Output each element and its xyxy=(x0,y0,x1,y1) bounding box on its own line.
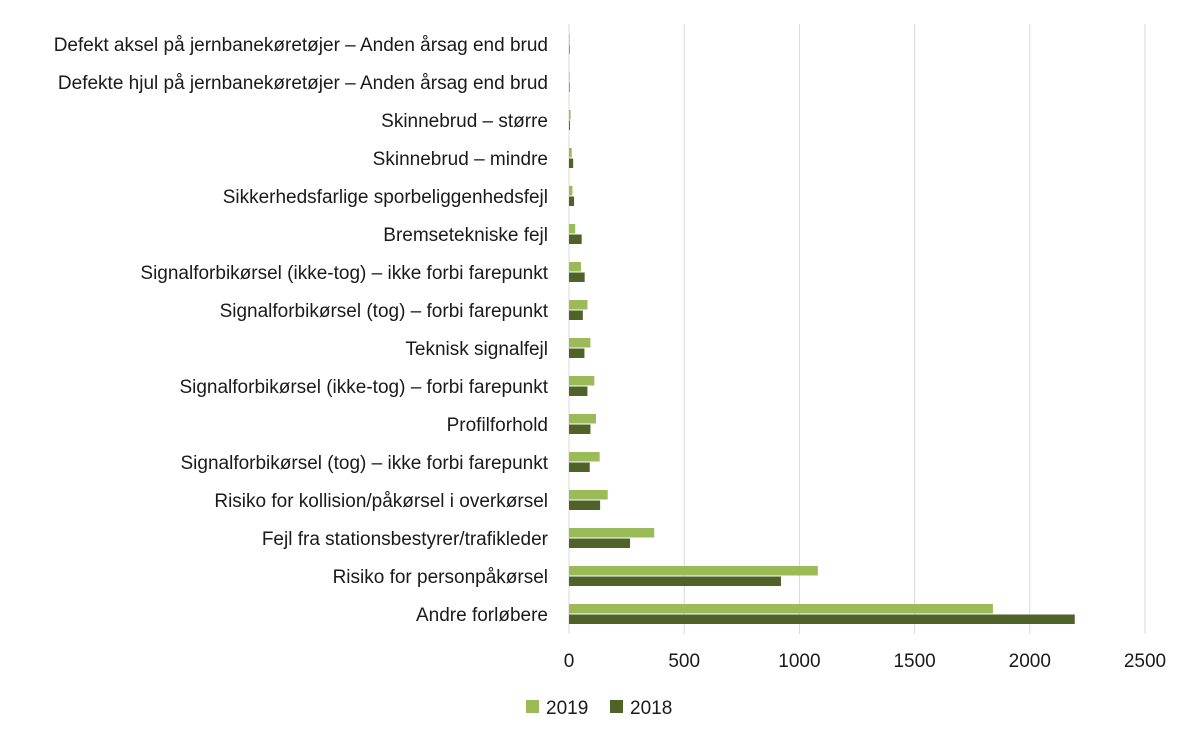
bar-2019 xyxy=(569,528,655,538)
category-label: Signalforbikørsel (ikke-tog) – forbi far… xyxy=(179,377,548,398)
bar-2019 xyxy=(569,34,570,44)
category-labels: Defekt aksel på jernbanekøretøjer – Ande… xyxy=(54,35,549,626)
category-label: Teknisk signalfejl xyxy=(405,339,548,360)
category-label: Bremsetekniske fejl xyxy=(383,225,548,246)
legend-swatch-2018 xyxy=(610,700,623,713)
legend-label-2018: 2018 xyxy=(630,698,672,719)
bar-2019 xyxy=(569,414,596,424)
bar-2018 xyxy=(569,576,781,586)
bar-2019 xyxy=(569,224,576,234)
bar-2019 xyxy=(569,300,588,310)
category-label: Signalforbikørsel (tog) – forbi farepunk… xyxy=(220,301,549,322)
bar-2019 xyxy=(569,604,993,614)
category-label: Fejl fra stationsbestyrer/trafikleder xyxy=(262,529,549,550)
bar-2018 xyxy=(569,158,574,168)
bar-2018 xyxy=(569,120,570,130)
legend-label-2019: 2019 xyxy=(546,698,588,719)
bar-2019 xyxy=(569,110,571,120)
bar-2019 xyxy=(569,148,572,158)
bar-2018 xyxy=(569,196,575,206)
x-tick-label: 0 xyxy=(564,651,575,672)
bar-2018 xyxy=(569,386,588,396)
x-tick-label: 2000 xyxy=(1009,651,1051,672)
x-tick-label: 1500 xyxy=(893,651,935,672)
bar-2019 xyxy=(569,186,573,196)
x-tick-label: 2500 xyxy=(1124,651,1166,672)
bars xyxy=(569,34,1075,624)
category-label: Defekt aksel på jernbanekøretøjer – Ande… xyxy=(54,35,548,56)
bar-2018 xyxy=(569,462,590,472)
bar-2019 xyxy=(569,490,608,500)
category-label: Skinnebrud – mindre xyxy=(373,149,548,170)
bar-2019 xyxy=(569,376,595,386)
bar-2018 xyxy=(569,348,585,358)
bar-2019 xyxy=(569,566,818,576)
bar-2018 xyxy=(569,44,570,54)
legend: 2019 2018 xyxy=(526,698,672,719)
bar-2018 xyxy=(569,424,591,434)
bar-2018 xyxy=(569,82,570,92)
category-label: Profilforhold xyxy=(447,415,548,436)
category-label: Signalforbikørsel (ikke-tog) – ikke forb… xyxy=(140,263,548,284)
gridlines xyxy=(568,24,1146,634)
category-label: Skinnebrud – større xyxy=(381,111,548,132)
category-label: Risiko for personpåkørsel xyxy=(333,567,548,588)
bar-2019 xyxy=(569,338,591,348)
bar-2018 xyxy=(569,500,601,510)
bar-2019 xyxy=(569,452,600,462)
x-tick-labels: 0 500 1000 1500 2000 2500 xyxy=(564,651,1166,672)
bar-2018 xyxy=(569,234,582,244)
bar-2018 xyxy=(569,538,631,548)
bar-2019 xyxy=(569,72,570,82)
legend-swatch-2019 xyxy=(526,700,539,713)
x-tick-label: 500 xyxy=(668,651,700,672)
category-label: Defekte hjul på jernbanekøretøjer – Ande… xyxy=(58,73,548,94)
bar-2018 xyxy=(569,614,1075,624)
x-tick-label: 1000 xyxy=(778,651,820,672)
bar-2019 xyxy=(569,262,581,272)
bar-2018 xyxy=(569,310,583,320)
bar-2018 xyxy=(569,272,585,282)
category-label: Sikkerhedsfarlige sporbeliggenhedsfejl xyxy=(223,187,548,208)
category-label: Risiko for kollision/påkørsel i overkørs… xyxy=(214,491,548,512)
category-label: Signalforbikørsel (tog) – ikke forbi far… xyxy=(181,453,549,474)
category-label: Andre forløbere xyxy=(416,605,548,626)
